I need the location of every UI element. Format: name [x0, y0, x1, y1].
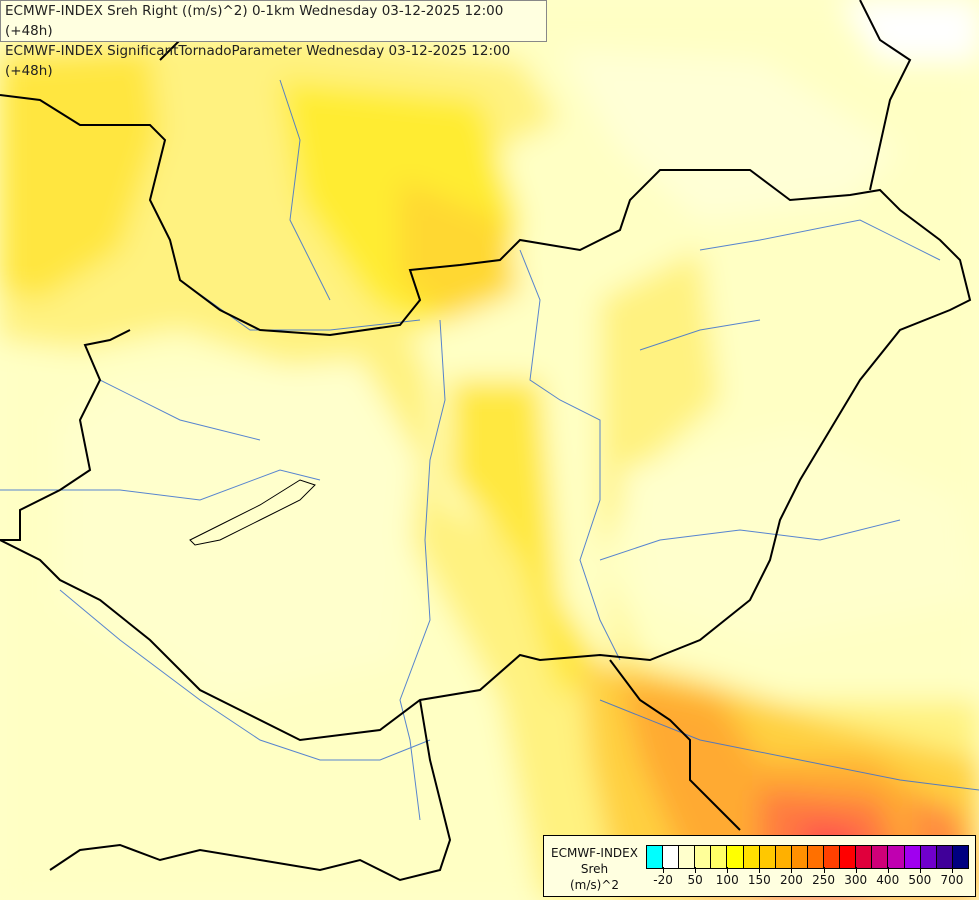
legend-label: ECMWF-INDEX Sreh (m/s)^2	[547, 845, 642, 893]
legend-tick	[695, 867, 697, 873]
legend-tick	[663, 867, 665, 873]
lake-balaton	[189, 479, 316, 546]
legend-tick	[791, 867, 793, 873]
legend-swatch	[679, 846, 696, 868]
legend-swatch	[743, 846, 760, 868]
legend-source: ECMWF-INDEX	[551, 846, 638, 860]
rivers	[0, 79, 979, 821]
legend-swatch	[872, 846, 889, 868]
legend-swatch	[663, 846, 680, 868]
title-line-2: ECMWF-INDEX SignificantTornadoParameter …	[5, 43, 511, 79]
legend-tick	[727, 867, 729, 873]
legend-tick	[855, 867, 857, 873]
legend-tick-label: -20	[653, 873, 673, 887]
legend-colorbar	[646, 845, 969, 869]
legend-swatch	[647, 846, 664, 868]
legend-swatch	[775, 846, 792, 868]
legend-tick	[823, 867, 825, 873]
legend-swatch	[936, 846, 953, 868]
legend-tick-label: 50	[687, 873, 703, 887]
legend-tick-label: 500	[908, 873, 932, 887]
legend-tick	[951, 867, 953, 873]
legend-swatch	[695, 846, 712, 868]
country-borders	[0, 0, 972, 882]
legend-swatch	[791, 846, 808, 868]
legend-swatch	[904, 846, 921, 868]
legend-swatch	[807, 846, 825, 868]
legend-swatch	[727, 846, 744, 868]
legend-unit: (m/s)^2	[569, 878, 620, 892]
legend-tick-label: 250	[812, 873, 835, 887]
legend-tick-label: 300	[844, 873, 868, 887]
legend-tick-label: 200	[779, 873, 803, 887]
legend-tick-label: 100	[715, 873, 739, 887]
legend-tick-label: 400	[876, 873, 900, 887]
legend-tick-label: 150	[747, 873, 771, 887]
legend-swatch	[824, 846, 841, 868]
legend-tick	[887, 867, 889, 873]
map-title-box: ECMWF-INDEX Sreh Right ((m/s)^2) 0-1km W…	[0, 0, 547, 79]
legend-swatch	[888, 846, 905, 868]
legend-tick	[759, 867, 761, 873]
color-legend: ECMWF-INDEX Sreh (m/s)^2 -20 50 100 150 200 2…	[543, 835, 976, 897]
legend-swatch	[711, 846, 728, 868]
legend-swatch	[952, 846, 968, 868]
legend-tick-label: 700	[940, 873, 964, 887]
legend-tick	[919, 867, 921, 873]
legend-swatch	[920, 846, 937, 868]
legend-swatch	[840, 846, 857, 868]
title-line-1: ECMWF-INDEX Sreh Right ((m/s)^2) 0-1km W…	[5, 3, 504, 39]
legend-variable: Sreh	[580, 862, 609, 876]
legend-swatch	[759, 846, 776, 868]
legend-swatch	[856, 846, 873, 868]
